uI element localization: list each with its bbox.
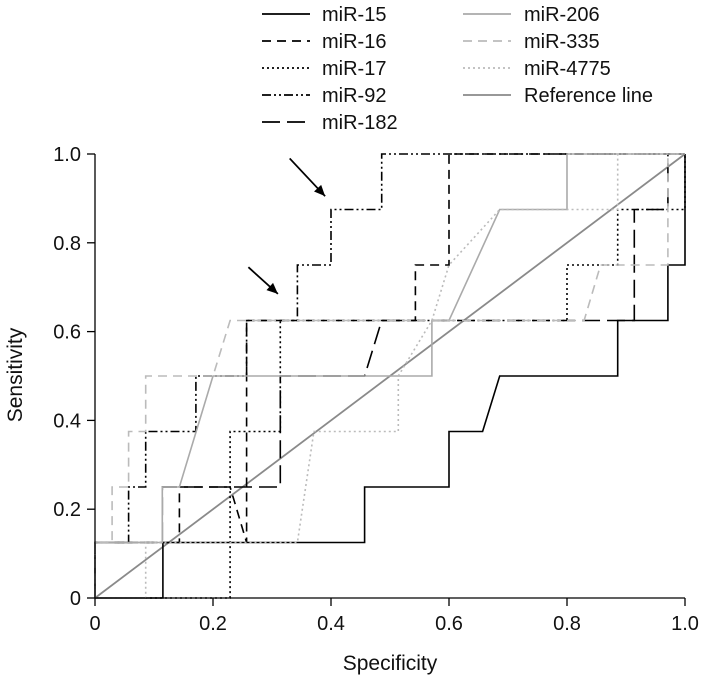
annotation-arrow-head	[314, 184, 326, 197]
x-tick-label: 0.4	[317, 613, 345, 635]
legend-label-reference-line: Reference line	[524, 85, 653, 107]
series-line-mir-92	[94, 153, 685, 598]
y-tick-label: 0.6	[53, 322, 81, 344]
legend-label-mir-16: miR-16	[322, 31, 386, 53]
annotation-arrow-head	[266, 282, 278, 294]
legend-label-mir-92: miR-92	[322, 85, 386, 107]
y-tick-label: 0	[70, 588, 81, 610]
series-line-mir-4775	[95, 153, 685, 599]
x-tick-label: 0.8	[553, 613, 581, 635]
legend-label-mir-206: miR-206	[524, 4, 600, 26]
series-line-mir-17	[95, 154, 686, 599]
y-axis-title: Sensitivity	[4, 327, 27, 422]
series-line-mir-335	[94, 153, 685, 598]
legend-label-mir-15: miR-15	[322, 4, 386, 26]
legend-label-mir-4775: miR-4775	[524, 58, 611, 80]
legend: miR-15 miR-16 miR-17 miR-92 miR-182 miR-206 mi…	[262, 4, 653, 134]
x-tick-label: 0.6	[435, 613, 463, 635]
y-tick-label: 1.0	[53, 144, 81, 166]
axes: 0 0.2 0.4 0.6 0.8 1.0 0 0.2 0.4 0.6 0.8 1.0	[53, 144, 699, 635]
legend-label-mir-182: miR-182	[322, 112, 398, 134]
x-tick-label: 0.2	[199, 613, 227, 635]
legend-label-mir-335: miR-335	[524, 31, 600, 53]
y-tick-label: 0.4	[53, 410, 81, 432]
x-axis-title: Specificity	[343, 652, 438, 675]
x-tick-label: 0	[89, 613, 100, 635]
legend-label-mir-17: miR-17	[322, 58, 386, 80]
y-tick-label: 0.2	[53, 499, 81, 521]
x-tick-label: 1.0	[671, 613, 699, 635]
annotations	[247, 157, 326, 295]
plot-series	[94, 153, 686, 599]
y-tick-label: 0.8	[53, 233, 81, 255]
